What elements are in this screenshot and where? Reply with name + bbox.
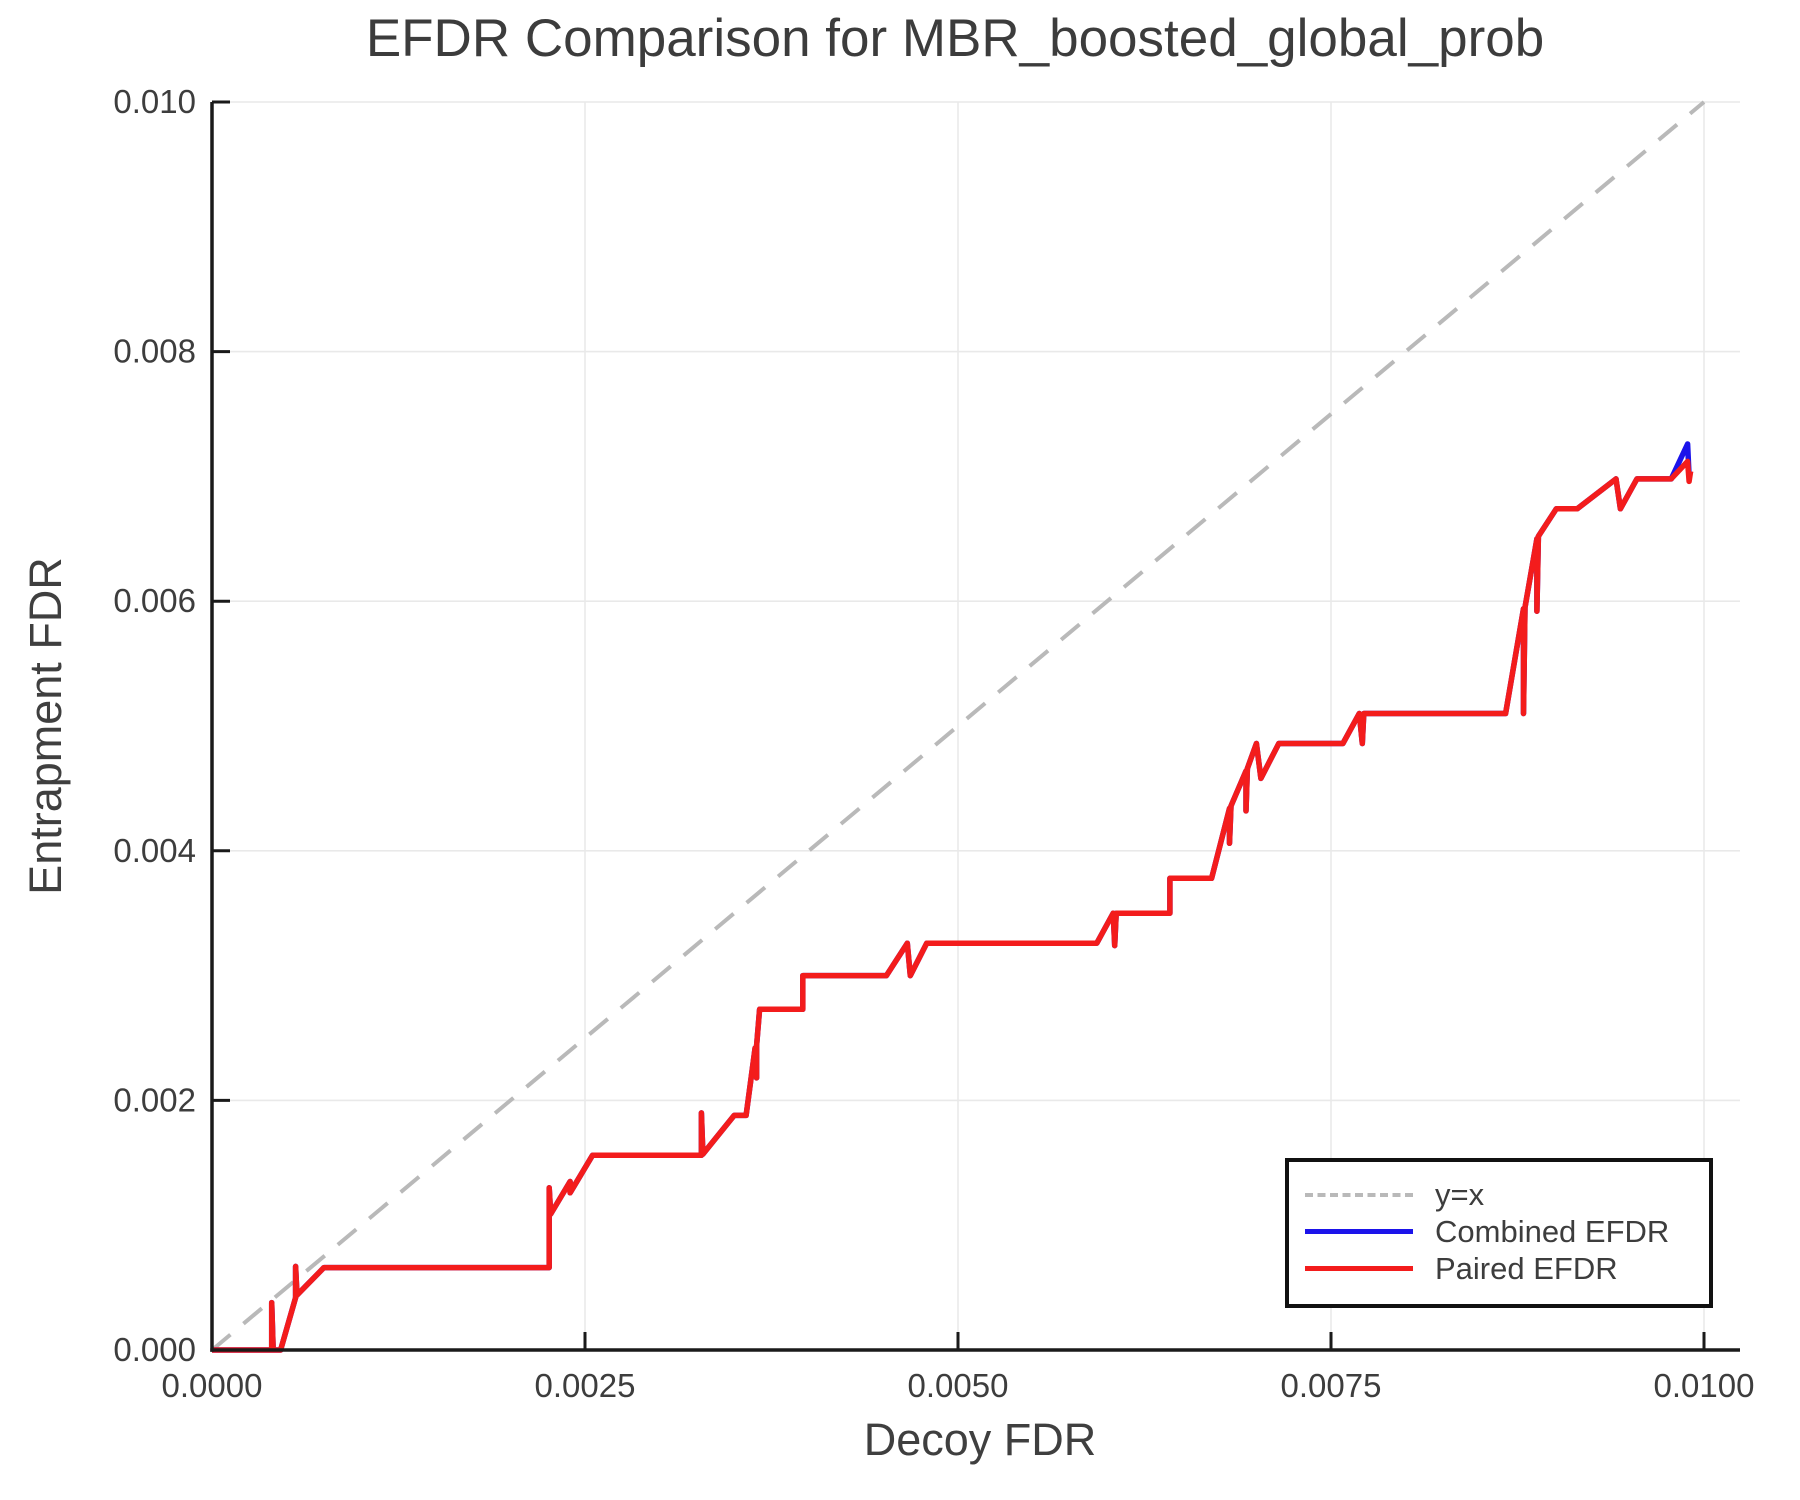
- chart-title: EFDR Comparison for MBR_boosted_global_p…: [365, 9, 1545, 68]
- identity-dashed-line-icon: [1305, 1192, 1413, 1197]
- x-tick-label: 0.0050: [908, 1367, 1009, 1404]
- y-tick-label: 0.008: [113, 333, 196, 370]
- legend-label: Combined EFDR: [1435, 1213, 1670, 1249]
- legend-label: Paired EFDR: [1435, 1250, 1618, 1286]
- legend-entry-combined: Combined EFDR: [1305, 1213, 1709, 1250]
- y-tick-label: 0.002: [113, 1081, 196, 1118]
- x-axis-label: Decoy FDR: [863, 1414, 1097, 1465]
- y-axis-label: Entrapment FDR: [20, 557, 71, 895]
- y-tick-label: 0.006: [113, 582, 196, 619]
- y-tick-label: 0.004: [113, 832, 196, 869]
- x-tick-label: 0.0000: [162, 1367, 263, 1404]
- legend: y=x Combined EFDR Paired EFDR: [1285, 1158, 1713, 1308]
- y-tick-label: 0.010: [113, 83, 196, 120]
- x-tick-label: 0.0075: [1281, 1367, 1382, 1404]
- legend-entry-paired: Paired EFDR: [1305, 1250, 1709, 1287]
- identity-line: [210, 100, 1706, 1352]
- legend-label: y=x: [1435, 1176, 1485, 1212]
- legend-entry-identity: y=x: [1305, 1176, 1709, 1213]
- y-tick-label: 0.000: [113, 1331, 196, 1368]
- paired-efdr-line: [212, 458, 1694, 1353]
- x-tick-label: 0.0100: [1654, 1367, 1755, 1404]
- combined-line-icon: [1305, 1229, 1413, 1234]
- paired-line-icon: [1305, 1266, 1413, 1271]
- x-tick-label: 0.0025: [535, 1367, 636, 1404]
